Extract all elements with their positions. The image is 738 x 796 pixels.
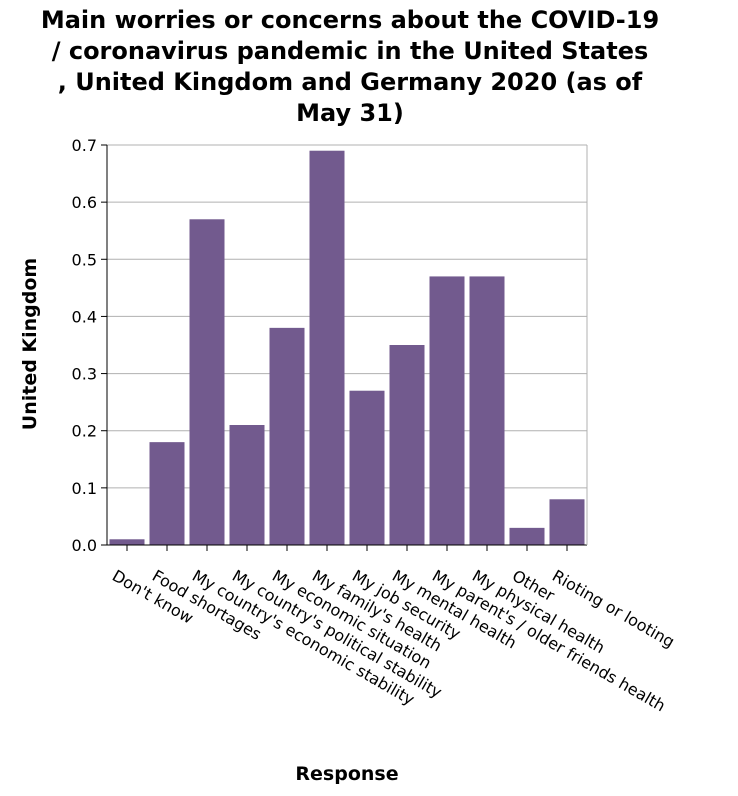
bar <box>509 527 545 545</box>
chart-title-line-4: May 31) <box>296 99 404 127</box>
bar <box>549 499 585 545</box>
bar <box>229 425 265 545</box>
y-tick-labels: 0.0 0.1 0.2 0.3 0.4 0.5 0.6 0.7 <box>72 136 97 555</box>
bars <box>109 150 585 546</box>
bar <box>109 539 145 545</box>
bar <box>269 327 305 545</box>
y-tick-label: 0.5 <box>72 250 97 269</box>
x-axis-label: Response <box>295 763 398 785</box>
gridlines <box>101 144 587 546</box>
bar <box>389 345 425 545</box>
y-tick-label: 0.4 <box>72 307 97 326</box>
y-tick-label: 0.0 <box>72 536 97 555</box>
bar <box>149 442 185 545</box>
axes <box>106 145 588 546</box>
bar <box>429 276 465 545</box>
y-axis-label: United Kingdom <box>19 258 41 430</box>
bar <box>189 219 225 546</box>
y-tick-label: 0.3 <box>72 365 97 384</box>
y-tick-label: 0.1 <box>72 479 97 498</box>
chart-title-line-1: Main worries or concerns about the COVID… <box>41 6 659 34</box>
chart-title-line-2: / coronavirus pandemic in the United Sta… <box>52 37 649 65</box>
chart-title-line-3: , United Kingdom and Germany 2020 (as of <box>58 68 643 96</box>
y-tick-label: 0.6 <box>72 193 97 212</box>
y-tick-label: 0.7 <box>72 136 97 155</box>
bar <box>349 390 385 545</box>
bar <box>469 276 505 545</box>
bar <box>309 150 345 545</box>
y-tick-label: 0.2 <box>72 422 97 441</box>
